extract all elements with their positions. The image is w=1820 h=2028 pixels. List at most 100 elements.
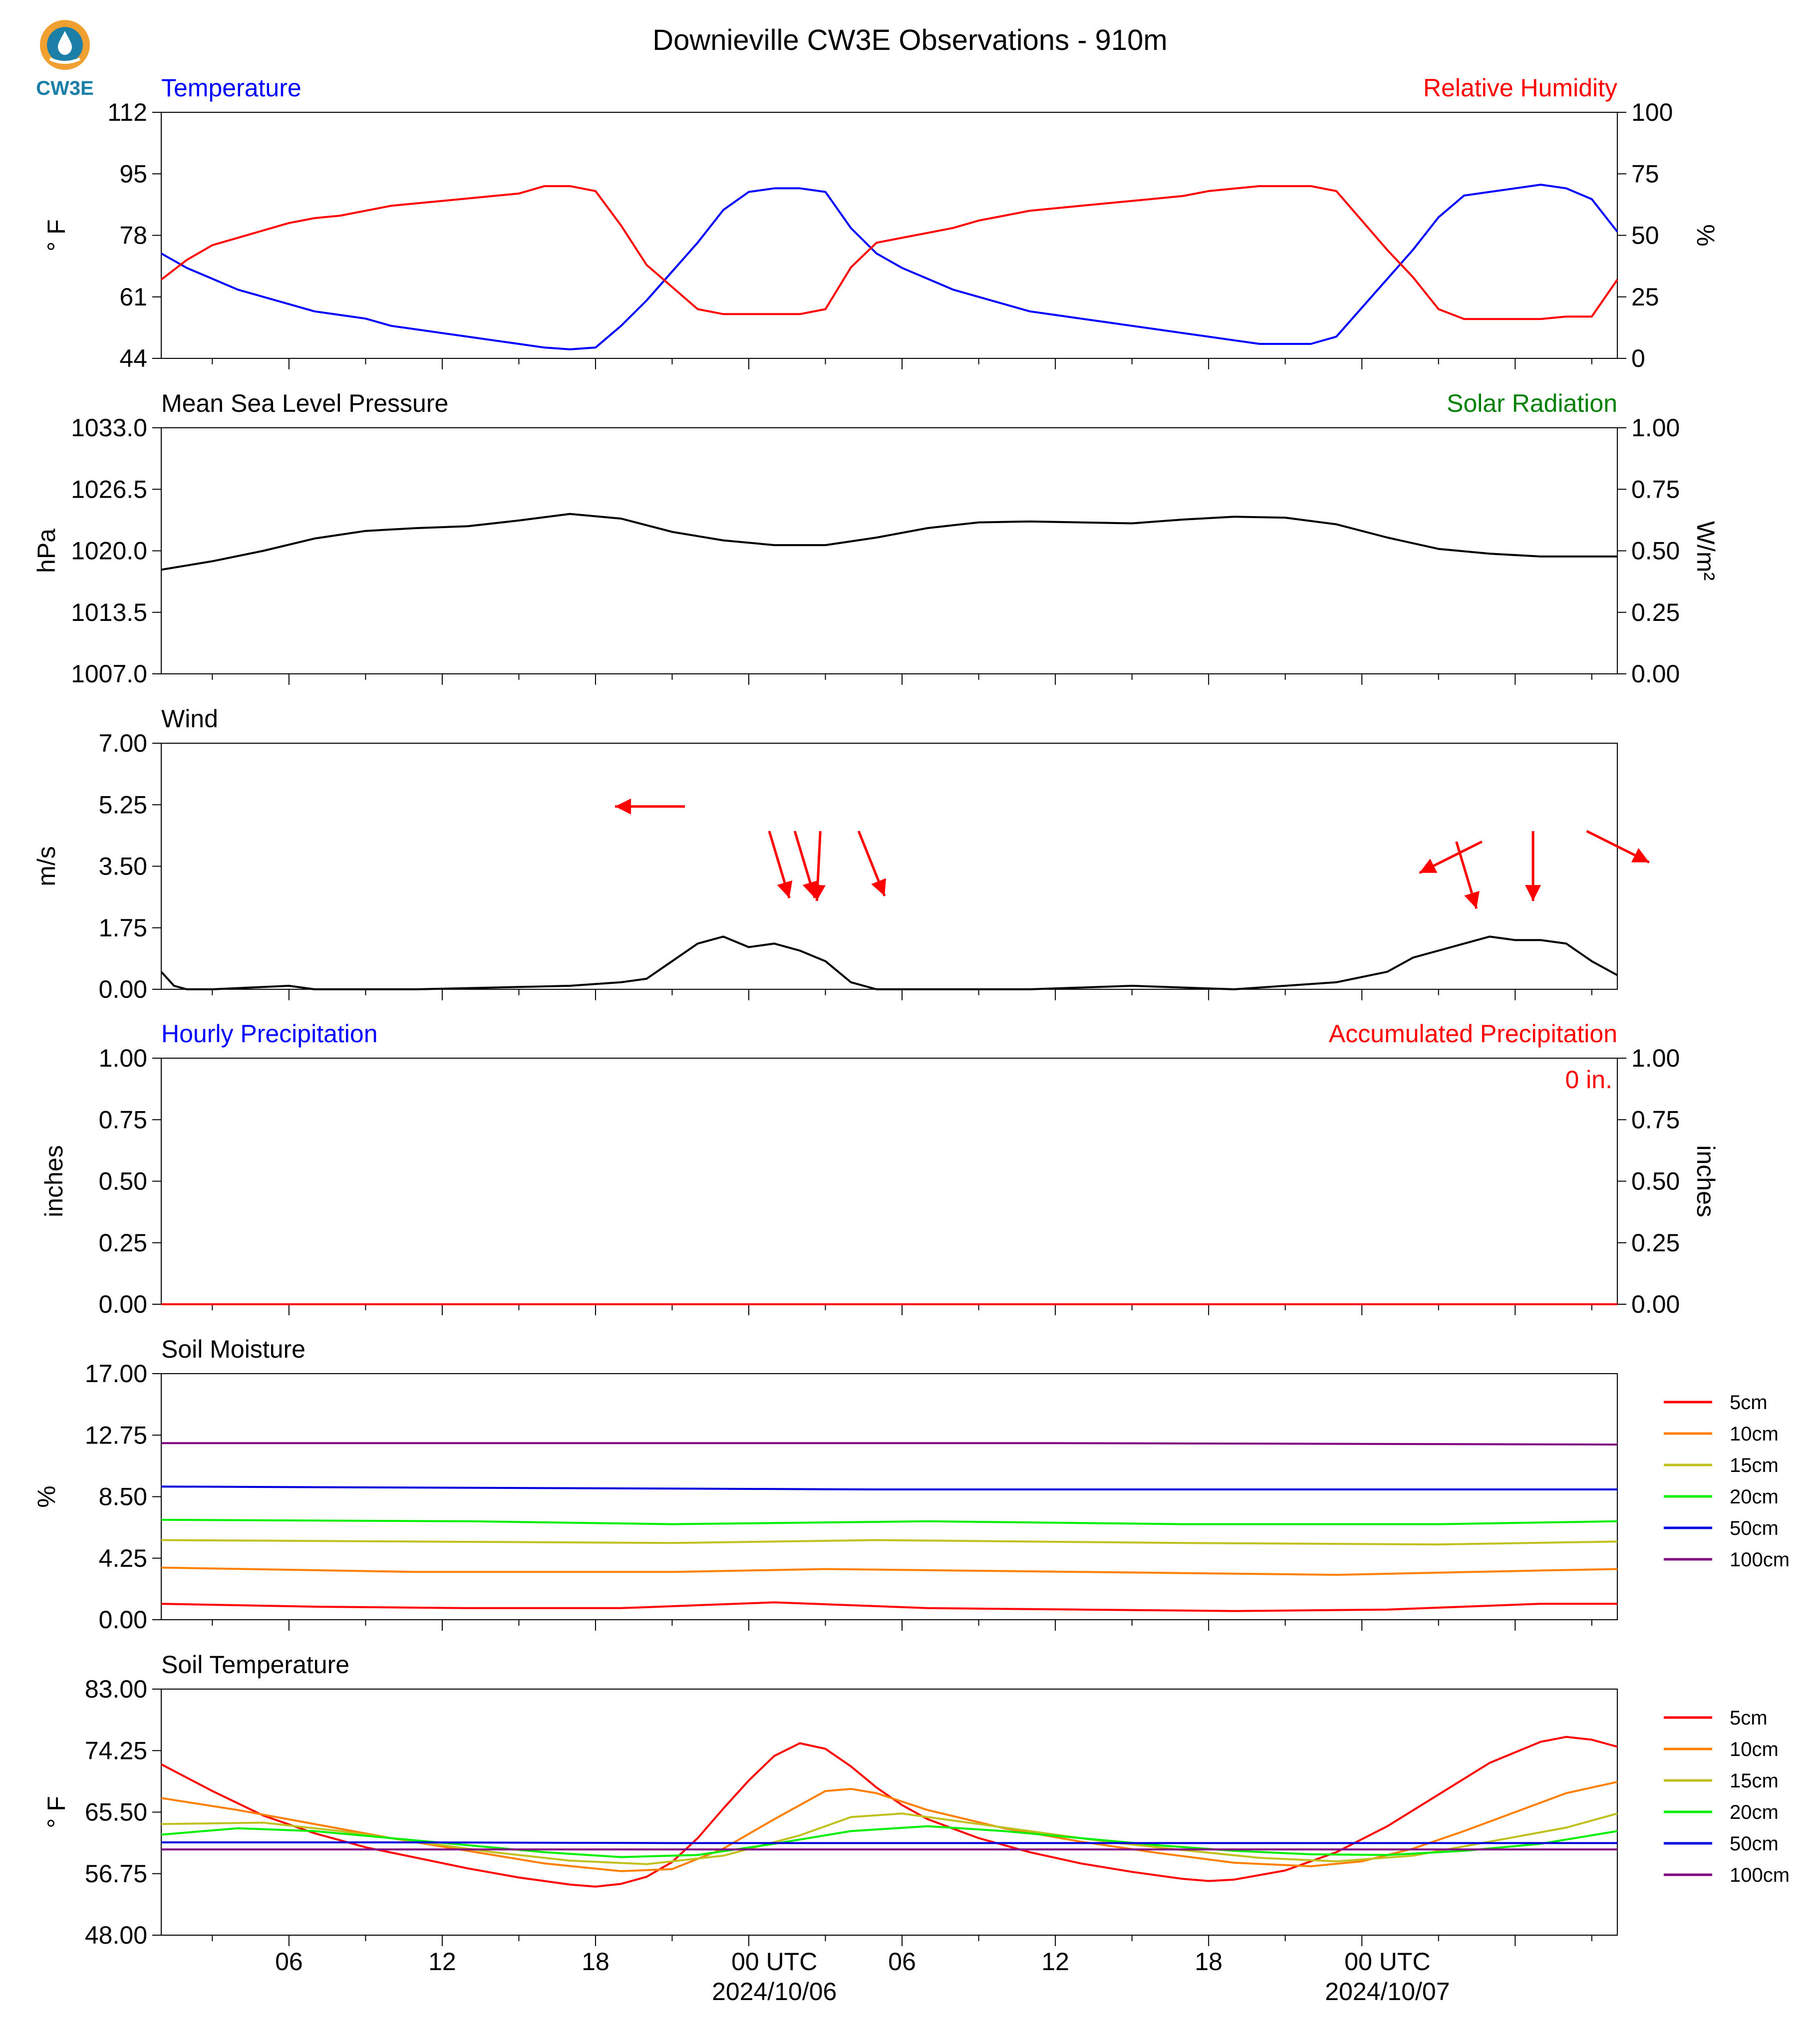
wind-arrow-head bbox=[615, 798, 631, 815]
y-tick-label: 0.25 bbox=[99, 1229, 147, 1257]
panel-title-left: Temperature bbox=[161, 74, 302, 102]
wind-arrow-head bbox=[1525, 885, 1541, 901]
wind-arrow-head bbox=[777, 880, 793, 898]
panel-title-left: Soil Temperature bbox=[161, 1651, 349, 1679]
y-tick-label: 1026.5 bbox=[71, 475, 147, 503]
legend-label: 100cm bbox=[1730, 1549, 1790, 1571]
legend-label: 20cm bbox=[1730, 1801, 1779, 1823]
panel-title-left: Hourly Precipitation bbox=[161, 1020, 378, 1048]
y-tick-label: 83.00 bbox=[85, 1675, 147, 1703]
y-tick-label: 95 bbox=[119, 160, 147, 188]
series-line-relative-humidity bbox=[160, 185, 1618, 320]
x-tick-label: 12 bbox=[428, 1948, 456, 1976]
series-line-15cm bbox=[161, 1812, 1618, 1865]
wind-arrow-head bbox=[1464, 891, 1480, 909]
series-line-5cm bbox=[161, 1601, 1617, 1612]
y-tick-label: 17.00 bbox=[85, 1360, 147, 1388]
y-tick-label: 74.25 bbox=[85, 1737, 147, 1764]
legend: 5cm 10cm 15cm 20cm 50cm 100cm bbox=[1664, 1707, 1790, 1886]
y-axis-label: ° F bbox=[42, 1796, 70, 1828]
y-tick-label: 1013.5 bbox=[71, 598, 147, 626]
y-axis-label: % bbox=[32, 1485, 60, 1507]
panel-precip: Hourly Precipitation Accumulated Precipit… bbox=[40, 1020, 1720, 1318]
series-line-temperature bbox=[161, 184, 1618, 350]
panel-temp_rh: Temperature Relative Humidity 112 95 78 61 44 1… bbox=[42, 74, 1720, 372]
y-tick-label: 1.75 bbox=[99, 914, 147, 942]
y-axis-label: inches bbox=[40, 1145, 68, 1217]
legend-label: 100cm bbox=[1730, 1864, 1790, 1886]
y2-tick-label: 0 bbox=[1631, 344, 1645, 372]
y2-tick-label: 0.75 bbox=[1631, 475, 1680, 503]
y-tick-label: 44 bbox=[119, 344, 147, 372]
panel-wind: Wind 7.00 5.25 3.50 1.75 0.00 m/s bbox=[32, 705, 1650, 1003]
accum-precip-value: 0 in. bbox=[1565, 1066, 1612, 1094]
wind-arrow-head bbox=[1419, 859, 1438, 873]
y-tick-label: 78 bbox=[119, 222, 147, 250]
figure-title: Downieville CW3E Observations - 910m bbox=[652, 24, 1167, 56]
y-tick-label: 0.00 bbox=[99, 1606, 147, 1634]
wind-arrow-head bbox=[809, 884, 826, 901]
y2-tick-label: 50 bbox=[1631, 222, 1659, 250]
y2-axis-label: inches bbox=[1692, 1145, 1720, 1217]
series-line-20cm bbox=[161, 1825, 1618, 1858]
y-tick-label: 0.75 bbox=[99, 1106, 147, 1134]
y-tick-label: 56.75 bbox=[85, 1860, 147, 1888]
panel-title-right: Solar Radiation bbox=[1447, 389, 1617, 417]
y-tick-label: 65.50 bbox=[85, 1798, 147, 1826]
series-line-20cm bbox=[161, 1518, 1618, 1525]
x-tick-label: 12 bbox=[1041, 1948, 1069, 1976]
y-tick-label: 1007.0 bbox=[71, 660, 147, 688]
y-tick-label: 12.75 bbox=[85, 1421, 147, 1449]
y-tick-label: 4.25 bbox=[99, 1544, 147, 1572]
legend-label: 10cm bbox=[1730, 1423, 1779, 1445]
y2-tick-label: 100 bbox=[1631, 98, 1673, 126]
series-line-50cm bbox=[161, 1841, 1617, 1844]
y2-tick-label: 0.00 bbox=[1631, 1290, 1680, 1318]
y2-tick-label: 0.50 bbox=[1631, 537, 1680, 565]
panel-title-left: Mean Sea Level Pressure bbox=[161, 389, 448, 417]
y-tick-label: 1033.0 bbox=[71, 414, 147, 442]
x-tick-label: 06 bbox=[275, 1948, 303, 1976]
y2-tick-label: 25 bbox=[1631, 283, 1659, 311]
panel-soil_moisture: Soil Moisture 17.00 12.75 8.50 4.25 0.00% 5cm 1… bbox=[32, 1335, 1790, 1634]
x-tick-label: 00 UTC bbox=[1344, 1948, 1430, 1976]
legend-label: 15cm bbox=[1730, 1454, 1779, 1476]
x-date-label: 2024/10/06 bbox=[712, 1978, 837, 2006]
x-tick-label: 00 UTC bbox=[731, 1948, 817, 1976]
y2-tick-label: 0.50 bbox=[1631, 1167, 1680, 1195]
panel-soil_temperature: Soil Temperature 83.00 74.25 65.50 56.75 48.0… bbox=[42, 1651, 1790, 1949]
panel-title-right: Accumulated Precipitation bbox=[1329, 1020, 1617, 1048]
y2-tick-label: 0.00 bbox=[1631, 660, 1680, 688]
panel-title-right: Relative Humidity bbox=[1423, 74, 1617, 102]
legend-label: 10cm bbox=[1730, 1738, 1779, 1760]
y-tick-label: 3.50 bbox=[99, 853, 147, 880]
y2-tick-label: 1.00 bbox=[1631, 1044, 1680, 1072]
legend-label: 50cm bbox=[1730, 1833, 1779, 1855]
legend-label: 5cm bbox=[1730, 1392, 1768, 1414]
y-tick-label: 1.00 bbox=[99, 1044, 147, 1072]
legend-label: 5cm bbox=[1730, 1707, 1768, 1729]
y2-tick-label: 1.00 bbox=[1631, 414, 1680, 442]
y-tick-label: 0.50 bbox=[99, 1167, 147, 1195]
panel-title-left: Wind bbox=[161, 705, 218, 733]
panel-pressure: Mean Sea Level Pressure Solar Radiation 10… bbox=[32, 389, 1720, 688]
y-tick-label: 112 bbox=[107, 98, 147, 126]
series-line-50cm bbox=[161, 1485, 1617, 1490]
legend-label: 15cm bbox=[1730, 1770, 1779, 1792]
series-line-5cm bbox=[161, 1736, 1618, 1888]
y-axis-label: hPa bbox=[32, 529, 60, 573]
x-date-label: 2024/10/07 bbox=[1325, 1978, 1450, 2006]
series-line-100cm bbox=[161, 1442, 1618, 1446]
series-line-15cm bbox=[161, 1539, 1618, 1546]
wind-arrow-head bbox=[871, 878, 887, 896]
y-tick-label: 0.00 bbox=[99, 975, 147, 1003]
series-line-10cm bbox=[161, 1566, 1618, 1576]
y-tick-label: 7.00 bbox=[99, 729, 147, 757]
y-axis-label: m/s bbox=[32, 846, 60, 886]
y2-axis-label: W/m² bbox=[1692, 521, 1720, 580]
legend-label: 20cm bbox=[1730, 1486, 1779, 1508]
logo-text: CW3E bbox=[36, 77, 94, 99]
cw3e-logo: CW3E bbox=[36, 20, 94, 99]
